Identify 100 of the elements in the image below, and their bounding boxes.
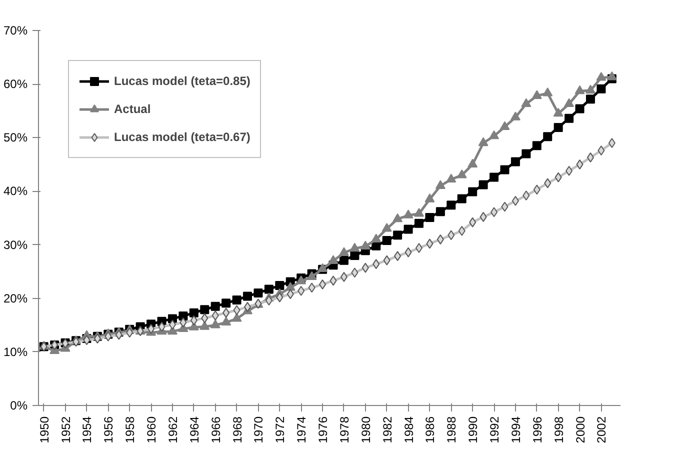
point	[212, 310, 219, 320]
point	[542, 87, 553, 96]
point	[233, 305, 240, 316]
point	[350, 242, 360, 252]
x-tick-label: 1954	[80, 416, 94, 444]
point	[222, 298, 231, 308]
x-tick-label: 1960	[144, 416, 159, 444]
y-tick-label: 70%	[3, 24, 28, 38]
point	[456, 169, 467, 178]
point	[232, 313, 242, 322]
point	[222, 308, 230, 318]
point	[394, 251, 402, 262]
point	[564, 114, 574, 123]
point	[586, 94, 595, 104]
point	[566, 166, 573, 176]
point	[126, 328, 134, 338]
point	[543, 132, 552, 142]
point	[383, 255, 390, 266]
point	[468, 158, 478, 168]
x-tick-label: 1998	[552, 416, 566, 444]
point	[148, 324, 155, 334]
point	[308, 282, 316, 293]
point	[501, 202, 508, 212]
point	[180, 317, 187, 328]
point	[340, 272, 348, 282]
x-tick-label: 2002	[594, 416, 609, 444]
point	[244, 302, 252, 312]
point	[468, 187, 478, 196]
point	[372, 259, 380, 270]
y-tick-label: 30%	[3, 238, 28, 252]
point	[596, 72, 606, 81]
point	[319, 279, 326, 290]
point	[264, 284, 274, 294]
x-tick-label: 1958	[123, 416, 138, 444]
x-tick-label: 1966	[208, 416, 223, 444]
x-tick-label: 1996	[530, 416, 544, 444]
point	[574, 85, 585, 94]
point	[330, 276, 337, 286]
point	[457, 194, 466, 204]
point	[448, 230, 455, 240]
point	[521, 98, 532, 107]
point	[435, 180, 446, 189]
y-tick-label: 20%	[3, 291, 28, 306]
point	[490, 207, 498, 218]
x-tick-label: 1984	[402, 416, 416, 444]
point	[446, 174, 456, 183]
point	[94, 334, 101, 344]
point	[221, 316, 232, 326]
point	[254, 288, 263, 298]
x-tick-label: 1970	[252, 416, 266, 444]
point	[510, 157, 520, 166]
point	[533, 184, 540, 195]
point	[404, 224, 413, 234]
point	[338, 247, 349, 256]
point	[522, 190, 530, 200]
point	[371, 234, 382, 243]
point	[403, 210, 414, 218]
point	[512, 196, 519, 206]
point	[158, 322, 166, 332]
x-tick-label: 1962	[166, 416, 180, 444]
point	[232, 295, 242, 304]
point	[285, 282, 296, 291]
x-tick-label: 1986	[423, 416, 438, 444]
y-tick-label: 60%	[3, 77, 28, 92]
point	[382, 223, 392, 232]
point	[564, 98, 574, 107]
x-tick-label: 1964	[187, 416, 202, 444]
point	[189, 308, 198, 318]
point	[210, 319, 220, 328]
point	[298, 286, 305, 296]
point	[478, 137, 488, 146]
point	[339, 256, 348, 265]
x-tick-label: 1972	[273, 416, 288, 444]
point	[554, 172, 562, 182]
point	[178, 312, 188, 321]
point	[286, 289, 294, 300]
point	[362, 262, 369, 273]
x-tick-label: 1976	[316, 416, 330, 444]
point	[351, 268, 358, 278]
point	[275, 281, 284, 290]
y-tick-label: 10%	[3, 344, 28, 359]
point	[532, 141, 542, 150]
point	[469, 217, 476, 228]
point	[210, 302, 220, 311]
x-tick-label: 1956	[102, 416, 116, 444]
y-tick-label: 40%	[3, 184, 28, 198]
legend-label: Lucas model (teta=0.67)	[114, 130, 250, 144]
x-tick-label: 1978	[337, 416, 352, 444]
point	[243, 292, 252, 301]
point	[490, 172, 499, 182]
point	[414, 208, 424, 217]
point	[392, 213, 403, 222]
point	[436, 207, 445, 216]
point	[586, 152, 594, 162]
point	[393, 230, 402, 240]
point	[200, 305, 210, 314]
point	[500, 165, 510, 174]
point	[104, 331, 112, 342]
x-tick-label: 1982	[380, 416, 394, 444]
point	[446, 200, 456, 210]
